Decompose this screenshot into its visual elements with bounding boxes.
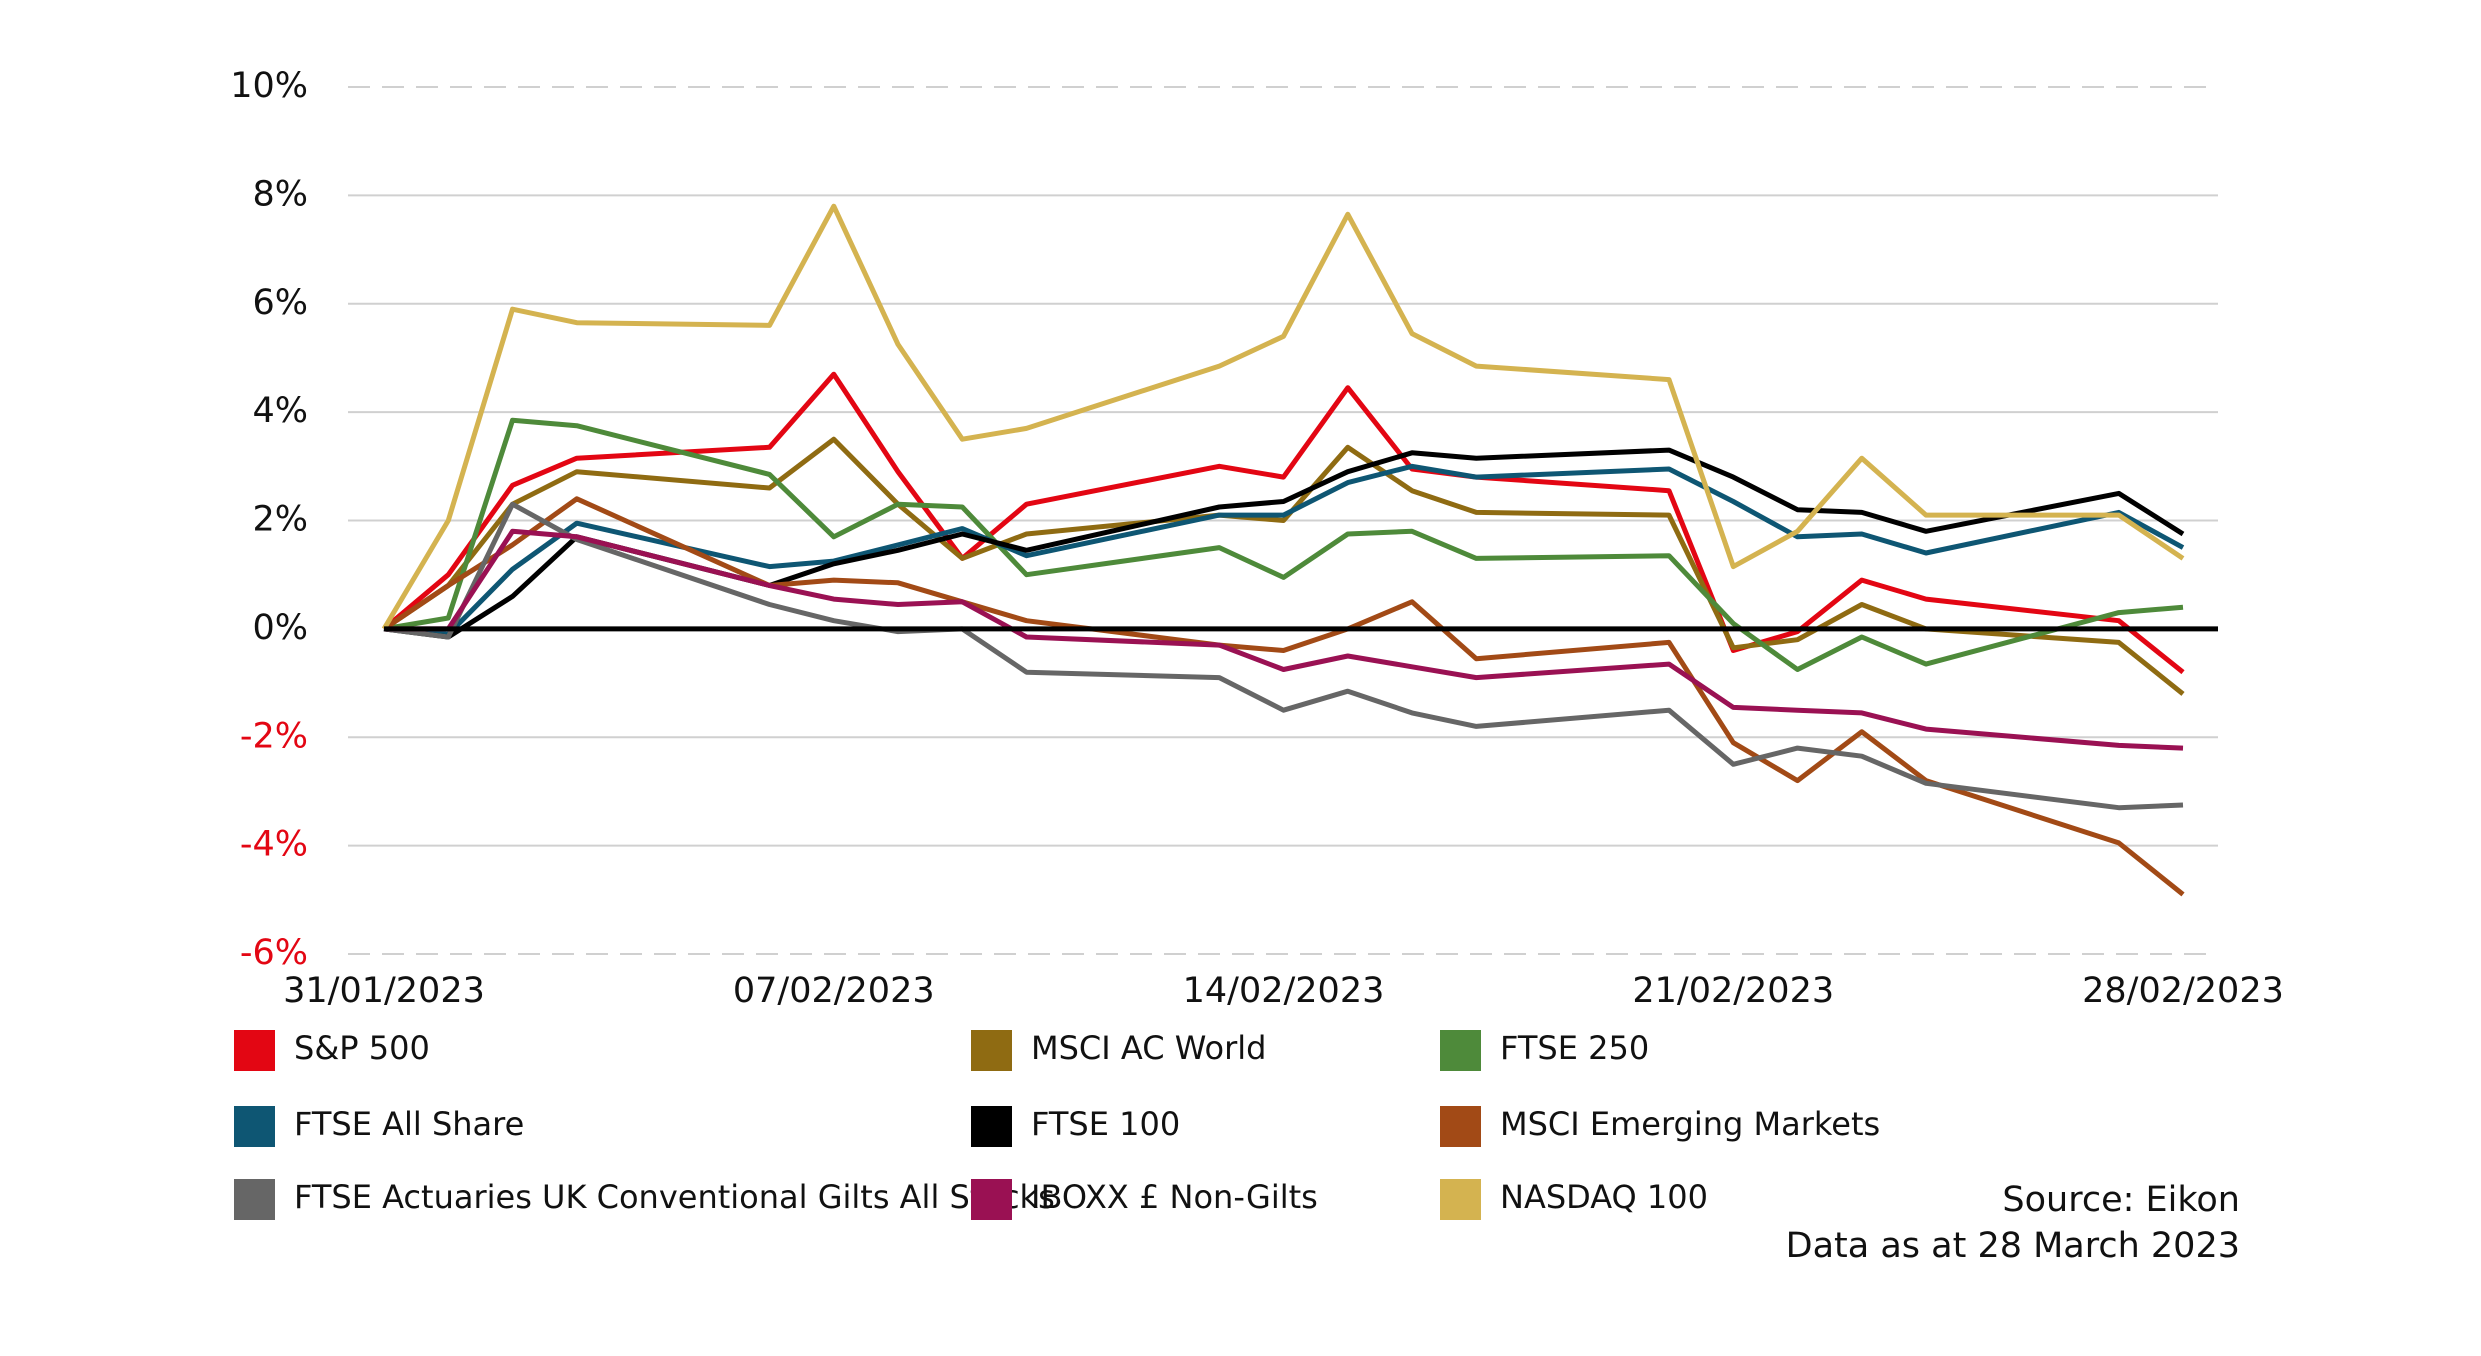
legend-swatch <box>1440 1179 1481 1220</box>
series-line <box>383 501 2184 811</box>
legend-swatch <box>234 1106 275 1147</box>
series-line <box>383 463 2185 637</box>
series-line <box>382 496 2185 897</box>
legend-swatch <box>1440 1030 1481 1071</box>
legend-swatch <box>1440 1106 1481 1147</box>
legend-label: FTSE 250 <box>1500 1029 1649 1067</box>
x-tick-label: 31/01/2023 <box>283 971 485 1011</box>
series-line <box>383 417 2184 672</box>
legend-swatch <box>971 1179 1012 1220</box>
series-line <box>382 436 2185 696</box>
y-tick-label: -4% <box>240 825 308 865</box>
legend-label: FTSE Actuaries UK Conventional Gilts All… <box>294 1178 1055 1216</box>
y-tick-label: -6% <box>240 933 308 973</box>
legend-swatch <box>234 1030 275 1071</box>
series-line <box>382 371 2185 675</box>
legend-label: FTSE 100 <box>1031 1105 1180 1143</box>
legend-label: MSCI AC World <box>1031 1029 1266 1067</box>
legend-label: NASDAQ 100 <box>1500 1178 1708 1216</box>
y-tick-label: 0% <box>252 608 308 648</box>
y-tick-label: 10% <box>230 66 308 106</box>
legend-label: S&P 500 <box>294 1029 430 1067</box>
y-tick-label: 8% <box>252 174 308 214</box>
legend-swatch <box>971 1030 1012 1071</box>
x-tick-label: 28/02/2023 <box>2082 971 2284 1011</box>
series-line <box>384 528 2184 751</box>
y-tick-label: 4% <box>252 391 308 431</box>
y-tick-label: 2% <box>252 500 308 540</box>
legend-label: MSCI Emerging Markets <box>1500 1105 1880 1143</box>
note: Data as at 28 March 2023 <box>1786 1226 2240 1266</box>
series-line <box>381 203 2185 631</box>
x-tick-label: 21/02/2023 <box>1632 971 1834 1011</box>
legend-label: FTSE All Share <box>294 1105 524 1143</box>
x-tick-label: 07/02/2023 <box>733 971 935 1011</box>
legend-label: IBOXX £ Non-Gilts <box>1031 1178 1318 1216</box>
y-tick-label: -2% <box>240 716 308 756</box>
y-tick-label: 6% <box>252 283 308 323</box>
legend-swatch <box>234 1179 275 1220</box>
legend-swatch <box>971 1106 1012 1147</box>
source: Source: Eikon <box>2002 1180 2240 1220</box>
x-tick-label: 14/02/2023 <box>1183 971 1385 1011</box>
